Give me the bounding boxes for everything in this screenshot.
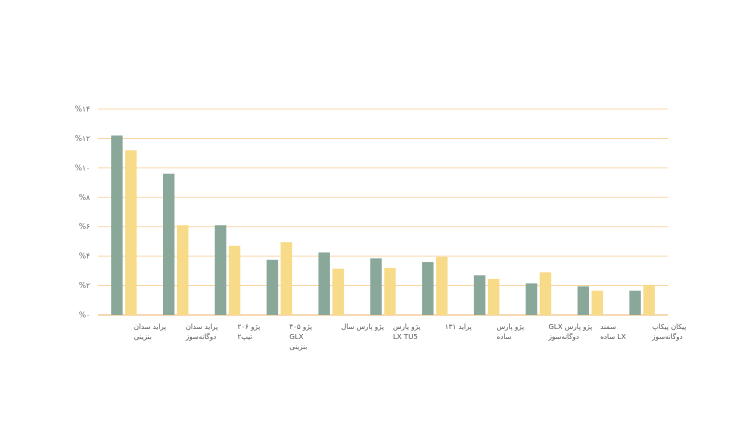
x-tick-label: سمند LX ساده (600, 323, 626, 341)
x-tick-label: پژو ۲۰۶ تیپ۲ (238, 323, 261, 341)
bar (111, 135, 123, 315)
y-tick-label: %۴ (79, 252, 90, 261)
y-tick-label: %۲ (79, 281, 90, 290)
x-tick-label: پراید سدان دوگانه‌سوز (185, 323, 218, 341)
bar (577, 286, 590, 315)
y-tick-label: %۸ (79, 193, 90, 202)
bar (280, 242, 293, 315)
bar (266, 259, 279, 315)
bar (525, 283, 538, 315)
bar (162, 173, 175, 315)
y-tick-label: %۰ (79, 311, 90, 320)
bar (125, 150, 137, 315)
bar (214, 225, 227, 315)
x-tick-label: پژو پارس GLX دوگانه‌سوز (547, 323, 592, 341)
y-tick-label: %۱۲ (75, 134, 90, 143)
bar (176, 225, 189, 315)
bar (629, 290, 641, 315)
x-tick-label: پژو پارس LX TU5 (393, 323, 420, 341)
bar (370, 258, 382, 315)
bar (487, 278, 500, 315)
bar (228, 245, 241, 315)
bar (384, 267, 396, 315)
x-tick-label: پژو پارس ساده (497, 323, 524, 341)
bar (436, 256, 448, 315)
x-tick-label: پیکان پیکاپ دوگانه‌سوز (651, 323, 686, 341)
y-tick-label: %۶ (79, 222, 90, 231)
x-axis-labels: پراید سدان بنزینی پراید سدان دوگانه‌سوز پژو … (134, 323, 686, 351)
y-tick-label: %۱۰ (75, 163, 90, 172)
x-tick-label: پژو ۴۰۵ GLX بنزینی (289, 323, 312, 351)
bar (539, 272, 552, 315)
y-tick-label: %۱۴ (75, 105, 90, 114)
x-tick-label: پراید ۱۳۱ (445, 323, 472, 331)
x-tick-label: پژو پارس سال (341, 323, 384, 331)
y-axis-ticks: %۰ %۲ %۴ %۶ %۸ %۱۰ %۱۲ %۱۴ (75, 105, 90, 320)
bar (332, 268, 344, 315)
x-tick-label: پراید سدان بنزینی (134, 323, 166, 341)
gridlines (98, 108, 668, 316)
bar (422, 262, 434, 315)
bar (318, 252, 330, 315)
bar (473, 275, 486, 315)
bar (643, 284, 655, 315)
bars (111, 135, 655, 315)
bar (591, 290, 604, 315)
